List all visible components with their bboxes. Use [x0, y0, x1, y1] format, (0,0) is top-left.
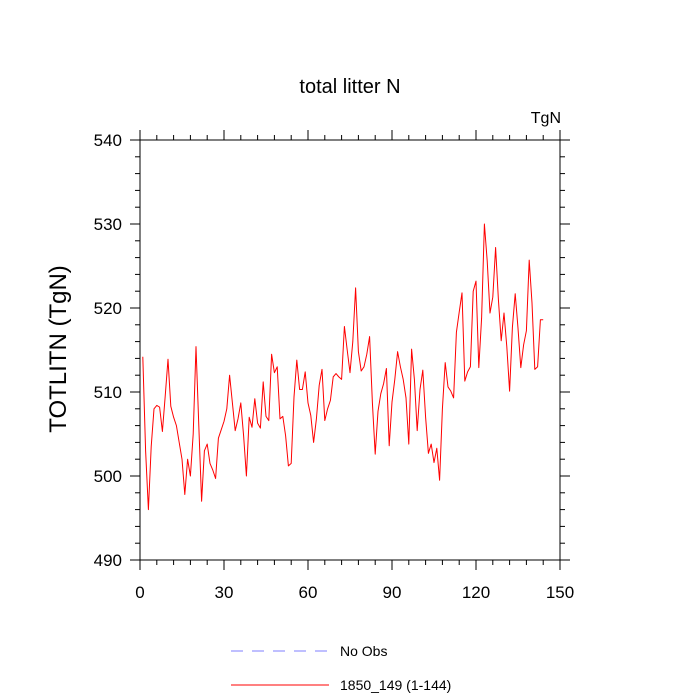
chart-title: total litter N	[299, 76, 400, 98]
y-tick-label: 510	[94, 383, 122, 402]
plot-frame	[139, 139, 561, 561]
x-tick-label: 0	[135, 583, 144, 602]
plot-area	[142, 223, 544, 511]
y-tick-label: 540	[94, 131, 122, 150]
units-label: TgN	[531, 110, 561, 127]
x-tick-label: 30	[215, 583, 234, 602]
series-line	[142, 223, 544, 511]
legend-label: No Obs	[340, 643, 387, 659]
y-tick-label: 530	[94, 215, 122, 234]
legend-label: 1850_149 (1-144)	[340, 677, 451, 693]
y-tick-label: 520	[94, 299, 122, 318]
y-tick-label: 490	[94, 551, 122, 570]
legend: No Obs 1850_149 (1-144)	[231, 643, 451, 693]
x-tick-label: 120	[462, 583, 490, 602]
x-tick-label: 60	[299, 583, 318, 602]
axes: 0 30 60 90 120 150 490 500 510 520 530 540	[94, 130, 574, 602]
y-axis-label: TOTLITN (TgN)	[45, 265, 72, 433]
y-tick-label: 500	[94, 467, 122, 486]
x-tick-label: 90	[383, 583, 402, 602]
x-tick-label: 150	[546, 583, 574, 602]
